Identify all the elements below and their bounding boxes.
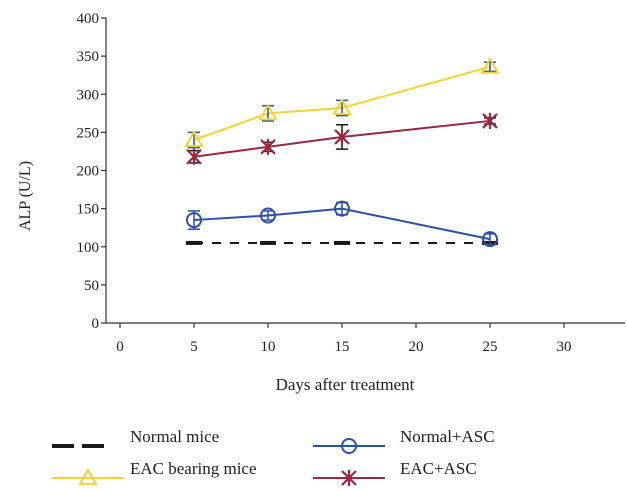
x-tick-label: 30 [557,339,572,355]
series-line [193,119,491,158]
x-tick-label: 25 [483,339,498,355]
data-point [482,112,498,129]
series-line [193,65,491,141]
legend: Normal mice EAC bearing mice Normal+ASC EAC… [52,427,495,486]
legend-label: Normal mice [130,427,219,446]
x-ticks: 0 5 10 15 20 25 30 [116,323,572,355]
legend-label: Normal+ASC [400,427,495,446]
y-axis-label: ALP (U/L) [17,161,34,231]
x-tick-label: 0 [116,339,124,355]
legend-item-3: EAC+ASC [313,459,477,486]
legend-marker [341,438,357,454]
data-point [184,129,204,147]
axes: 0 50 100 150 200 250 300 350 400 0 5 10 15 20 25 30 [77,11,625,355]
data-point [332,97,352,115]
legend-marker [78,467,98,485]
y-tick-label: 300 [77,87,100,103]
y-tick-label: 400 [77,11,100,27]
legend-label: EAC+ASC [400,459,477,478]
y-ticks: 0 50 100 150 200 250 300 350 400 [77,11,106,332]
x-tick-label: 10 [261,339,276,355]
y-tick-label: 250 [77,125,100,141]
data-point [334,128,350,145]
y-tick-label: 100 [77,240,100,256]
series-line [193,207,491,241]
y-tick-label: 150 [77,202,100,218]
legend-item-1: EAC bearing mice [52,459,257,485]
data-point [482,231,498,248]
y-tick-label: 350 [77,49,100,65]
series-3 [186,112,498,165]
series-layer [184,56,500,248]
y-tick-label: 200 [77,164,100,180]
data-point [186,212,202,229]
legend-item-0: Normal mice [52,427,219,448]
legend-label: EAC bearing mice [130,459,257,478]
data-point [480,56,500,74]
data-point [260,207,276,224]
y-tick-label: 0 [92,316,100,332]
legend-item-2: Normal+ASC [313,427,495,454]
x-axis-label: Days after treatment [276,375,415,394]
data-point [260,138,276,155]
legend-marker [341,470,357,486]
x-tick-label: 15 [335,339,350,355]
series-1 [184,56,500,149]
x-tick-label: 5 [190,339,198,355]
data-point [186,148,202,165]
x-tick-label: 20 [409,339,424,355]
data-point [334,200,350,217]
series-2 [186,200,498,248]
y-tick-label: 50 [84,278,99,294]
data-point [258,103,278,121]
